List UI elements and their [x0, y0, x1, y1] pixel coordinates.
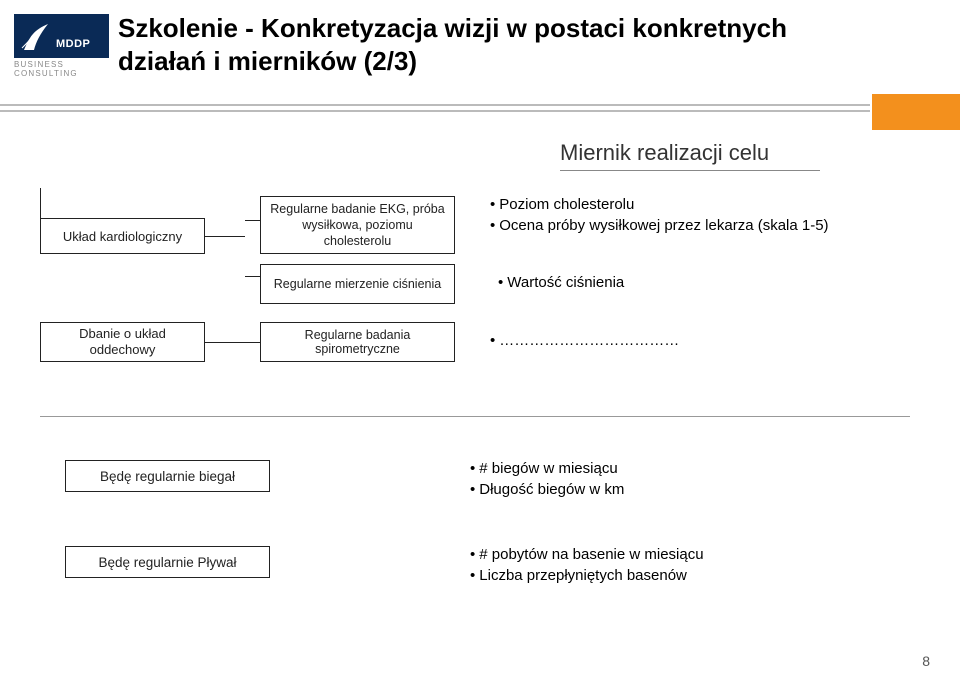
metric-item: ……………………………… — [490, 330, 679, 351]
row-respiratory: Dbanie o układ oddechowy Regularne badan… — [40, 322, 920, 372]
action-pressure: Regularne mierzenie ciśnienia — [260, 264, 455, 304]
metric-item: Liczba przepłyniętych basenów — [470, 565, 704, 586]
metric-item: Wartość ciśnienia — [498, 272, 898, 293]
orange-accent — [872, 94, 960, 130]
logo-text: MDDP — [56, 38, 90, 50]
metrics-cholesterol: Poziom cholesterolu Ocena próby wysiłkow… — [490, 194, 900, 236]
connector-line — [205, 236, 245, 237]
metric-item: Ocena próby wysiłkowej przez lekarza (sk… — [490, 215, 900, 236]
goal-swimming: Będę regularnie Pływał — [65, 546, 270, 578]
action-ekg: Regularne badanie EKG, próba wysiłkowa, … — [260, 196, 455, 254]
slide: MDDP BUSINESS CONSULTING Szkolenie - Kon… — [0, 0, 960, 683]
metrics-pressure: Wartość ciśnienia — [498, 272, 898, 293]
metric-heading-underline — [560, 170, 820, 171]
slide-header: MDDP BUSINESS CONSULTING Szkolenie - Kon… — [0, 0, 960, 108]
page-title: Szkolenie - Konkretyzacja wizji w postac… — [118, 12, 878, 77]
metric-item: # pobytów na basenie w miesiącu — [470, 544, 704, 565]
logo-sub1: BUSINESS — [14, 60, 64, 69]
page-number: 8 — [922, 653, 930, 669]
metric-item: Poziom cholesterolu — [490, 194, 900, 215]
goal-running: Będę regularnie biegał — [65, 460, 270, 492]
logo-sub2: CONSULTING — [14, 69, 78, 78]
action-spirometry: Regularne badania spirometryczne — [260, 322, 455, 362]
header-rules — [0, 100, 960, 120]
section-divider — [40, 416, 910, 417]
metric-item: Długość biegów w km — [470, 479, 624, 500]
connector-line — [245, 276, 260, 277]
star-icon — [20, 20, 54, 54]
category-cardiology: Układ kardiologiczny — [40, 218, 205, 254]
metric-heading: Miernik realizacji celu — [560, 140, 769, 166]
category-respiratory: Dbanie o układ oddechowy — [40, 322, 205, 362]
logo: MDDP BUSINESS CONSULTING — [14, 14, 109, 89]
metrics-swimming: # pobytów na basenie w miesiącu Liczba p… — [470, 544, 704, 586]
connector-line — [205, 342, 260, 343]
metrics-placeholder: ……………………………… — [490, 330, 679, 351]
connector-line — [245, 220, 260, 221]
double-rule — [0, 104, 870, 106]
metrics-running: # biegów w miesiącu Długość biegów w km — [470, 458, 624, 500]
logo-subtext: BUSINESS CONSULTING — [14, 61, 109, 79]
logo-mark: MDDP — [14, 14, 109, 58]
row-cardiology: Układ kardiologiczny Regularne badanie E… — [40, 188, 920, 308]
metric-item: # biegów w miesiącu — [470, 458, 624, 479]
